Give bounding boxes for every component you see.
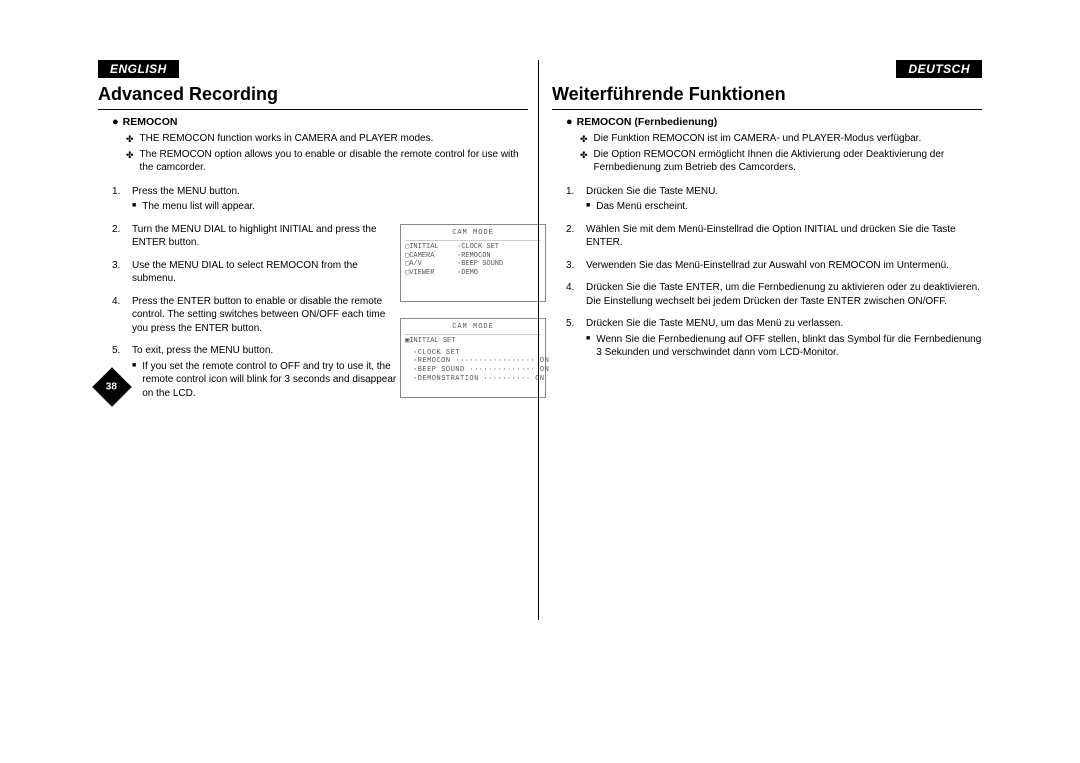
title-de: Weiterführende Funktionen — [552, 82, 982, 107]
lcd-screenshot-1: CAM MODE ▢INITIAL◦CLOCK SET ▢CAMERA◦REMO… — [400, 224, 546, 302]
english-column: ENGLISH Advanced Recording ●REMOCON ✤THE… — [98, 60, 528, 409]
step: 2. Turn the MENU DIAL to highlight INITI… — [112, 223, 402, 250]
lcd-screenshot-2: CAM MODE ▣INITIAL SET ◦CLOCK SET ◦REMOCO… — [400, 318, 546, 398]
intro-item: ✤The REMOCON option allows you to enable… — [126, 148, 528, 175]
step: 5. Drücken Sie die Taste MENU, um das Me… — [566, 317, 982, 360]
intro-item: ✤Die Funktion REMOCON ist im CAMERA- und… — [580, 132, 982, 146]
column-divider — [538, 60, 539, 620]
intro-item: ✤THE REMOCON function works in CAMERA an… — [126, 132, 528, 146]
title-en: Advanced Recording — [98, 82, 528, 107]
german-column: DEUTSCH Weiterführende Funktionen ●REMOC… — [552, 60, 982, 369]
section-head-en: ●REMOCON — [112, 116, 528, 128]
section-head-de: ●REMOCON (Fernbedienung) — [566, 116, 982, 128]
step: 3. Verwenden Sie das Menü-Einstellrad zu… — [566, 259, 982, 273]
step: 1. Press the MENU button. ■The menu list… — [112, 185, 402, 214]
step: 4. Press the ENTER button to enable or d… — [112, 295, 402, 336]
lang-label-de: DEUTSCH — [896, 60, 982, 78]
step: 1. Drücken Sie die Taste MENU. ■Das Menü… — [566, 185, 982, 214]
intro-item: ✤Die Option REMOCON ermöglicht Ihnen die… — [580, 148, 982, 175]
step: 5. To exit, press the MENU button. ■If y… — [112, 344, 402, 400]
step: 2. Wählen Sie mit dem Menü-Einstellrad d… — [566, 223, 982, 250]
lang-label-en: ENGLISH — [98, 60, 179, 78]
step: 4. Drücken Sie die Taste ENTER, um die F… — [566, 281, 982, 308]
step: 3. Use the MENU DIAL to select REMOCON f… — [112, 259, 402, 286]
